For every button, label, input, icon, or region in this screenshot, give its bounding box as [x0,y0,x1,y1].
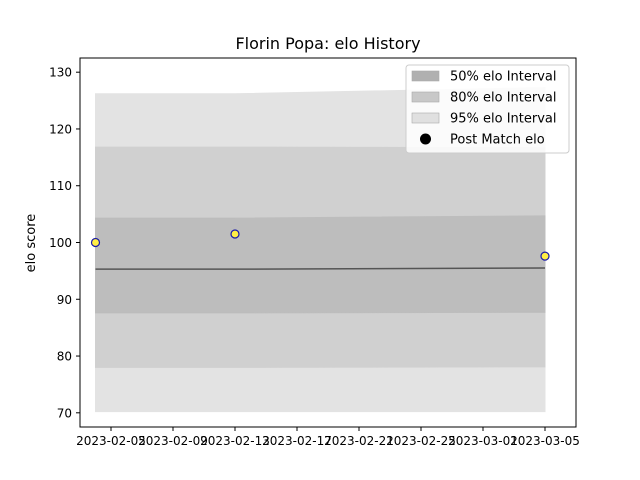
x-tick-label: 2023-02-05 [76,434,146,448]
data-point [540,251,550,261]
legend-swatch [411,112,440,124]
legend-label: Post Match elo [450,133,545,148]
legend-label: 50% elo Interval [450,70,557,85]
legend-marker [420,133,431,145]
y-axis-label: elo score [24,214,39,273]
mean-line-group [95,267,546,270]
legend-swatch [411,91,440,103]
mean-line [95,267,546,270]
y-tick-label: 120 [49,122,72,136]
x-tick-label: 2023-02-25 [386,434,456,448]
x-axis-ticks: 2023-02-052023-02-092023-02-132023-02-17… [76,427,580,448]
x-tick-label: 2023-02-09 [138,434,208,448]
x-tick-label: 2023-02-17 [262,434,332,448]
legend-label: 80% elo Interval [450,91,557,106]
post-match-points [90,229,550,261]
interval-bands [95,87,546,413]
x-tick-label: 2023-03-01 [448,434,518,448]
y-tick-label: 100 [49,236,72,250]
data-point [90,237,101,248]
legend-label: 95% elo Interval [450,112,557,127]
y-tick-label: 90 [57,293,72,307]
x-tick-label: 2023-03-05 [510,434,580,448]
x-tick-label: 2023-02-21 [324,434,394,448]
y-tick-label: 110 [49,179,72,193]
chart-title: Florin Popa: elo History [235,34,420,53]
legend: 50% elo Interval 80% elo Interval 95% elo … [405,64,570,154]
y-tick-label: 130 [49,66,72,80]
y-tick-label: 80 [57,350,72,364]
legend-swatch [411,70,440,82]
y-tick-label: 70 [57,406,72,420]
band-2 [95,215,546,314]
data-point [230,229,240,239]
legend-box [405,64,570,154]
y-axis-ticks: 70 80 90 100 110 120 130 [49,66,80,420]
x-tick-label: 2023-02-13 [200,434,270,448]
